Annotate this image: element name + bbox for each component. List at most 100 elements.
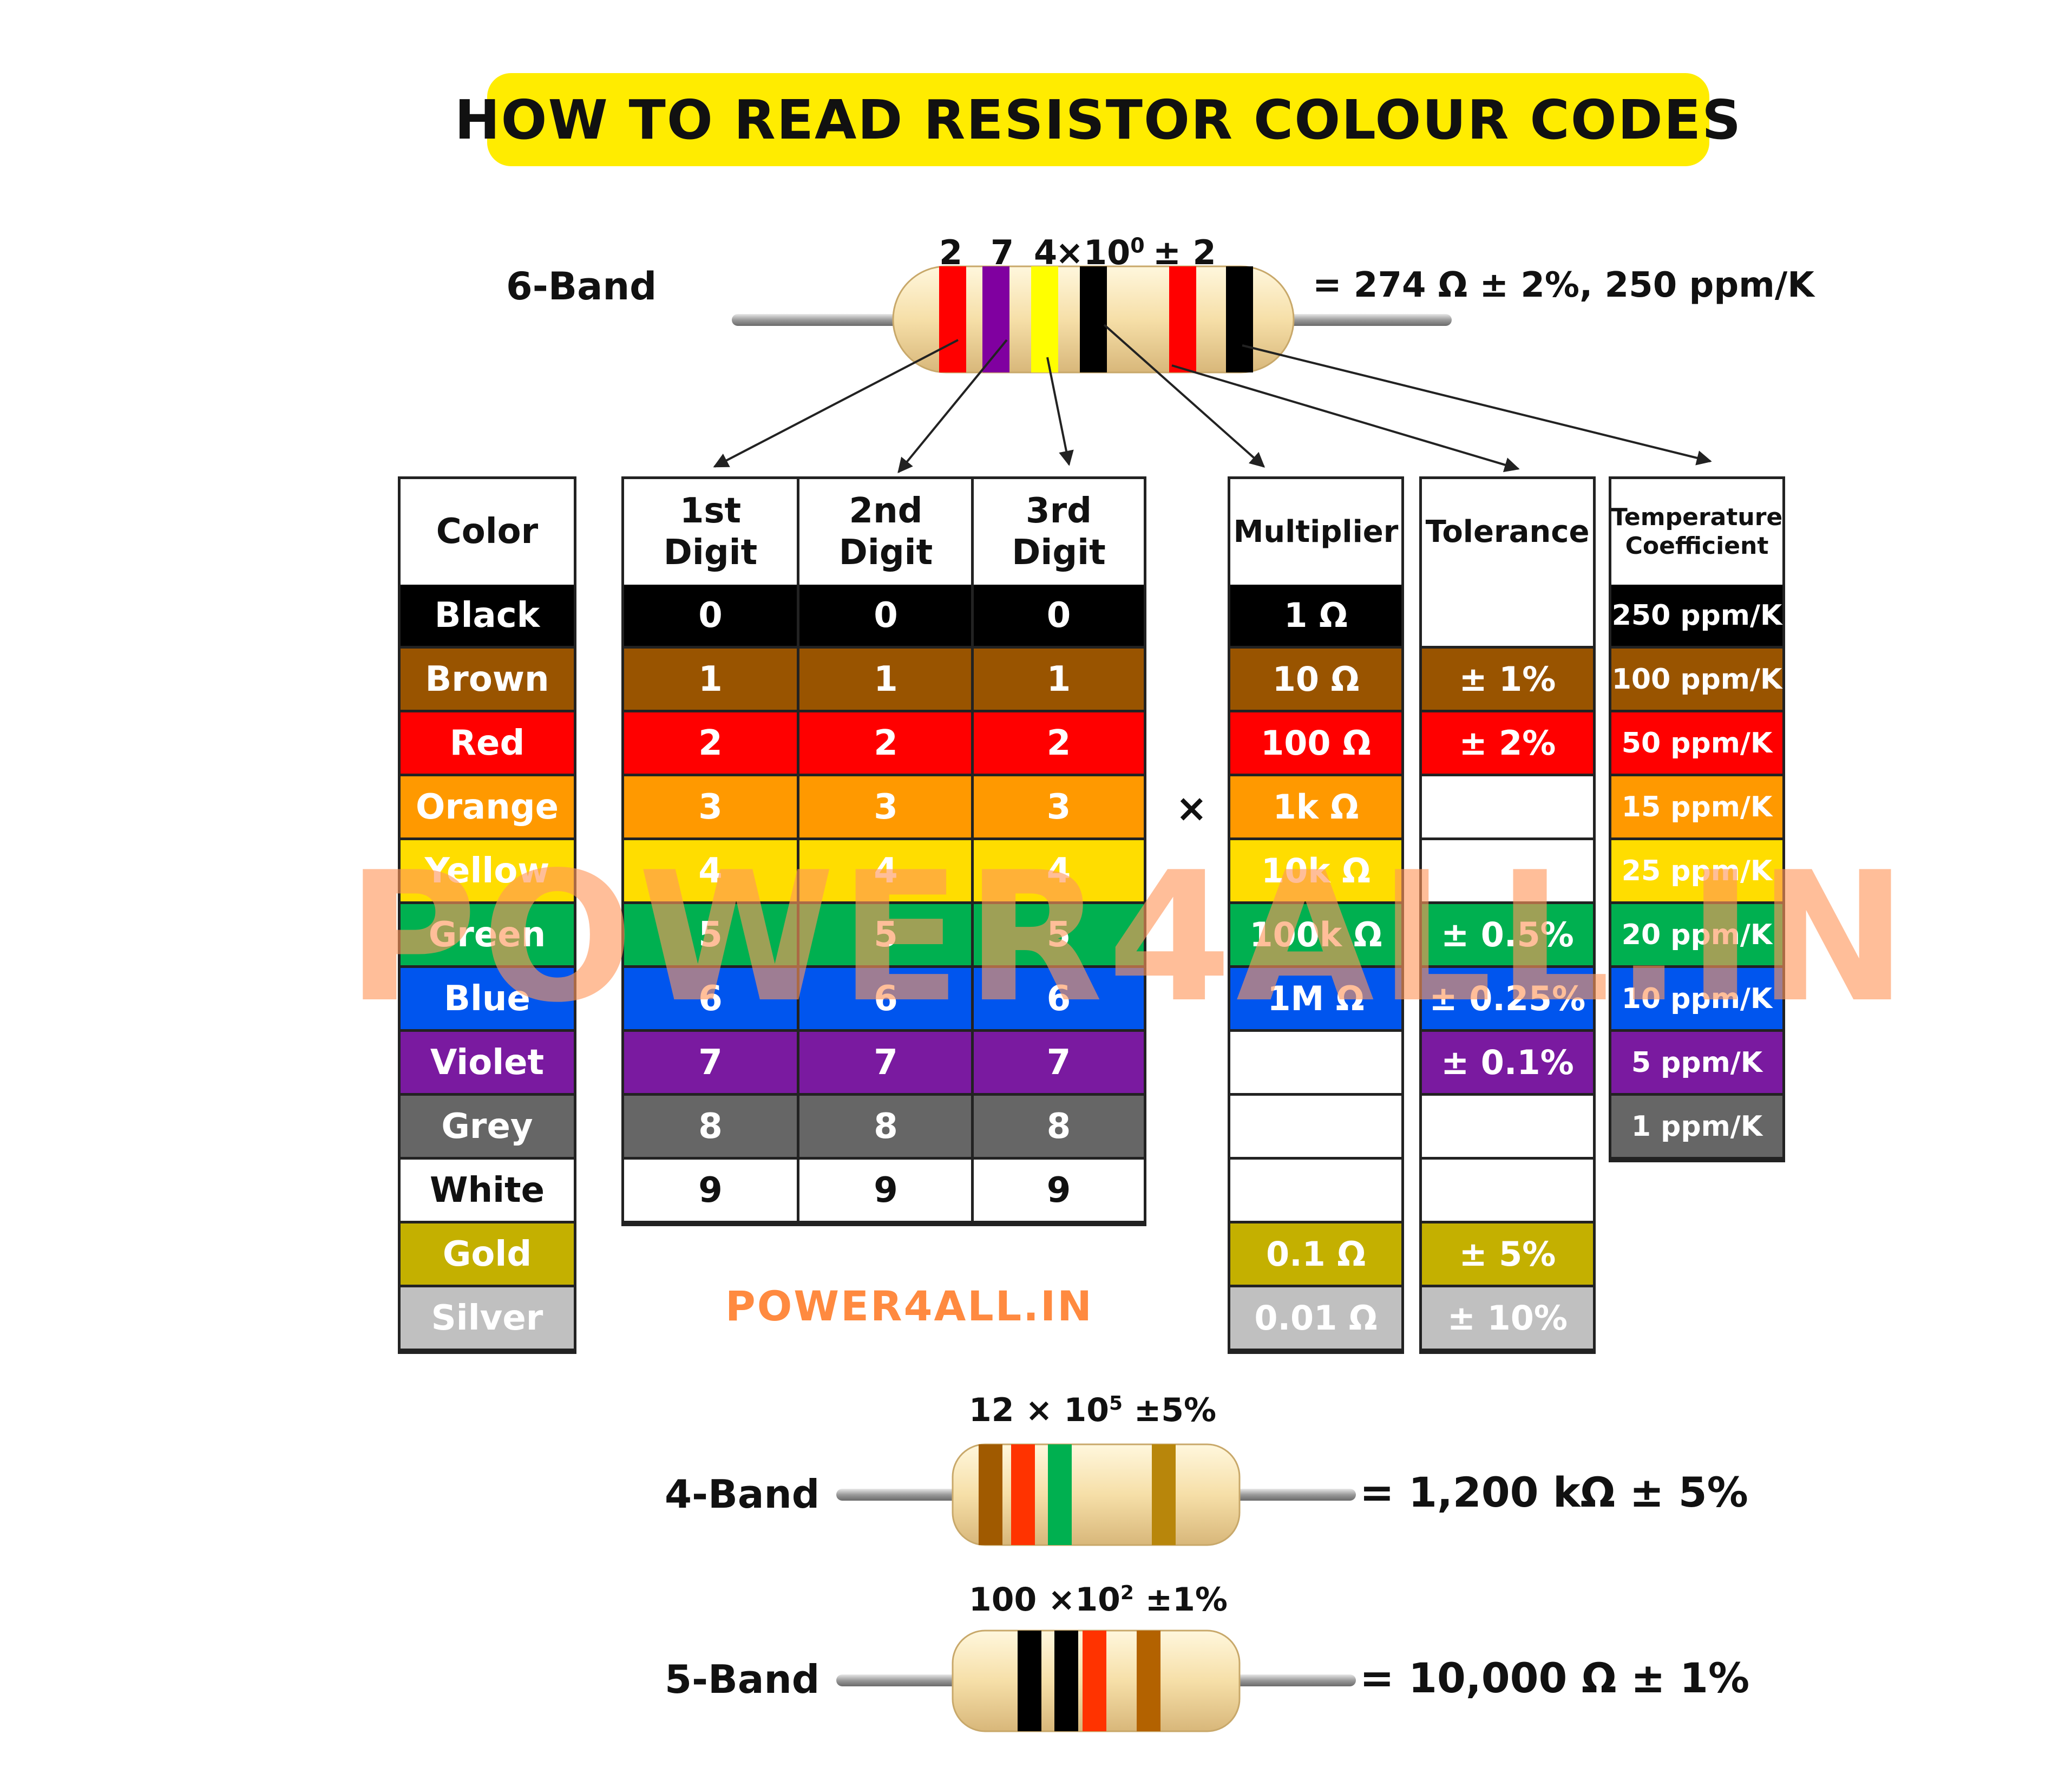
color-column: Color Black Brown Red Orange Yellow Green Blue V… xyxy=(398,476,576,1354)
six-band-multiplier-exp: 0 xyxy=(1130,233,1145,258)
digit1-column-cell: 5 xyxy=(624,904,797,968)
five-band-band-3 xyxy=(1083,1631,1106,1731)
color-cell-silver: Silver xyxy=(401,1287,574,1351)
four-band-formula-exp: 5 xyxy=(1109,1392,1123,1415)
six-band-band-3 xyxy=(1031,266,1058,372)
color-cell-grey: Grey xyxy=(401,1096,574,1160)
four-band-band-4 xyxy=(1152,1444,1176,1545)
six-band-band-1 xyxy=(939,266,966,372)
four-band-result: = 1,200 kΩ ± 5% xyxy=(1360,1468,1748,1516)
five-band-band-1 xyxy=(1018,1631,1041,1731)
tempco-column-header-line: Coefficient xyxy=(1625,532,1769,560)
six-band-band-2 xyxy=(982,266,1009,372)
digit3-column-cell: 8 xyxy=(974,1096,1144,1160)
watermark-small: POWER4ALL.IN xyxy=(725,1282,1093,1330)
digit2-column-cell: 8 xyxy=(799,1096,972,1160)
digit2-column: 2nd Digit 0 1 2 3 4 5 6 7 8 9 xyxy=(797,476,975,1226)
digit2-column-cell: 9 xyxy=(799,1160,972,1223)
digit2-column-cell: 6 xyxy=(799,968,972,1032)
tempco-cell: 15 ppm/K xyxy=(1611,776,1782,840)
digit2-column-cell: 2 xyxy=(799,712,972,776)
digit2-column-cell: 4 xyxy=(799,840,972,904)
four-band-resistor xyxy=(836,1443,1356,1546)
tempco-column-header-line: Temperature xyxy=(1611,503,1783,531)
six-band-digit1: 2 xyxy=(939,233,963,272)
four-band-formula-tol: ±5% xyxy=(1123,1391,1217,1429)
tempco-column-header: Temperature Coefficient xyxy=(1611,479,1782,587)
color-cell-yellow: Yellow xyxy=(401,840,574,904)
digit3-column-header-line: Digit xyxy=(1012,532,1106,573)
six-band-multiplier-base: ×10 xyxy=(1055,233,1131,272)
color-cell-red: Red xyxy=(401,712,574,776)
digit1-column-header-line: 1st xyxy=(679,490,742,531)
six-band-band-4 xyxy=(1080,266,1107,372)
five-band-formula: 100 ×102 ±1% xyxy=(969,1581,1228,1619)
tempco-cell: 25 ppm/K xyxy=(1611,840,1782,904)
tolerance-cell xyxy=(1422,840,1593,904)
digit1-column-cell: 1 xyxy=(624,649,797,712)
tolerance-cell xyxy=(1422,1160,1593,1223)
multiplier-cell: 1k Ω xyxy=(1230,776,1401,840)
digit2-column-cell: 3 xyxy=(799,776,972,840)
five-band-resistor xyxy=(836,1630,1356,1732)
digit3-column-cell: 0 xyxy=(974,585,1144,649)
five-band-formula-exp: 2 xyxy=(1120,1582,1134,1604)
multiplier-cell: 0.01 Ω xyxy=(1230,1287,1401,1351)
tempco-column: Temperature Coefficient 250 ppm/K 100 ppm/K… xyxy=(1609,476,1785,1162)
four-band-label: 4-Band xyxy=(665,1471,820,1517)
digit3-column-cell: 2 xyxy=(974,712,1144,776)
color-cell-gold: Gold xyxy=(401,1223,574,1287)
multiplier-cell xyxy=(1230,1096,1401,1160)
digit3-column-header: 3rd Digit xyxy=(974,479,1144,587)
digit2-column-cell: 0 xyxy=(799,585,972,649)
six-band-multiplier-label: ×100 xyxy=(1055,233,1145,272)
tolerance-cell: ± 1% xyxy=(1422,649,1593,712)
multiplier-column-header: Multiplier xyxy=(1230,479,1401,587)
multiplier-column: Multiplier 1 Ω 10 Ω 100 Ω 1k Ω 10k Ω 100k Ω 1M … xyxy=(1228,476,1404,1354)
digit1-column: 1st Digit 0 1 2 3 4 5 6 7 8 9 xyxy=(621,476,799,1226)
five-band-formula-main: 100 ×10 xyxy=(969,1581,1120,1619)
six-band-tolerance-label: ± 2 xyxy=(1153,233,1216,272)
tolerance-cell: ± 5% xyxy=(1422,1223,1593,1287)
multiplier-cell: 100 Ω xyxy=(1230,712,1401,776)
multiplier-cell xyxy=(1230,1032,1401,1096)
tolerance-cell: ± 0.25% xyxy=(1422,968,1593,1032)
multiplier-cell: 100k Ω xyxy=(1230,904,1401,968)
digit3-column-cell: 9 xyxy=(974,1160,1144,1223)
page-title: HOW TO READ RESISTOR COLOUR CODES xyxy=(454,88,1742,152)
color-cell-black: Black xyxy=(401,585,574,649)
six-band-digit2: 7 xyxy=(991,233,1014,272)
tolerance-cell: ± 10% xyxy=(1422,1287,1593,1351)
multiplier-cell: 1 Ω xyxy=(1230,585,1401,649)
digit1-column-cell: 9 xyxy=(624,1160,797,1223)
four-band-band-2 xyxy=(1011,1444,1035,1545)
digit2-column-header: 2nd Digit xyxy=(799,479,972,587)
color-column-header: Color xyxy=(401,479,574,587)
multiplier-cell: 10k Ω xyxy=(1230,840,1401,904)
digit3-column-cell: 5 xyxy=(974,904,1144,968)
tolerance-cell xyxy=(1422,776,1593,840)
digit3-column-cell: 3 xyxy=(974,776,1144,840)
six-band-resistor xyxy=(732,265,1452,374)
tempco-cell: 100 ppm/K xyxy=(1611,649,1782,712)
tolerance-column-header: Tolerance xyxy=(1422,479,1593,587)
digit1-column-cell: 3 xyxy=(624,776,797,840)
six-band-label: 6-Band xyxy=(506,264,657,309)
digit2-column-cell: 5 xyxy=(799,904,972,968)
color-cell-white: White xyxy=(401,1160,574,1223)
title-banner: HOW TO READ RESISTOR COLOUR CODES xyxy=(455,73,1741,166)
tempco-cell: 250 ppm/K xyxy=(1611,585,1782,649)
tempco-cell: 10 ppm/K xyxy=(1611,968,1782,1032)
digit2-column-header-line: 2nd xyxy=(849,490,923,531)
tolerance-cell: ± 0.1% xyxy=(1422,1032,1593,1096)
digit3-column-cell: 7 xyxy=(974,1032,1144,1096)
tolerance-cell: ± 0.5% xyxy=(1422,904,1593,968)
digit1-column-cell: 7 xyxy=(624,1032,797,1096)
digit3-column-header-line: 3rd xyxy=(1026,490,1092,531)
multiplier-cell: 10 Ω xyxy=(1230,649,1401,712)
digit1-column-cell: 2 xyxy=(624,712,797,776)
four-band-band-1 xyxy=(979,1444,1002,1545)
digit3-column-cell: 1 xyxy=(974,649,1144,712)
